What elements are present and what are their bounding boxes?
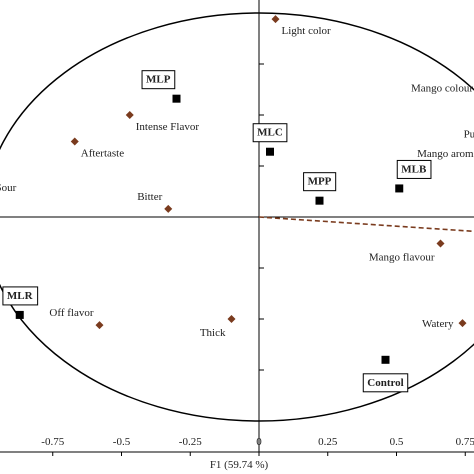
sample-label-mlp: MLP <box>146 74 171 86</box>
x-tick-label: -0.75 <box>41 436 64 448</box>
sample-point-mlr <box>15 310 24 319</box>
sample-point-mlp <box>172 94 181 103</box>
x-tick-label: 0 <box>256 436 262 448</box>
plot-marks: Light color Intense Flavor Aftertaste Sour B… <box>0 15 474 393</box>
sample-label-box-mlp <box>141 70 176 90</box>
x-tick-label: 0.25 <box>318 436 338 448</box>
attribute-label-aftertaste: Aftertaste <box>81 148 124 160</box>
sample-label-control: Control <box>367 377 403 389</box>
sample-point-mpp <box>315 196 324 205</box>
attribute-label-pulp: Pulp <box>464 128 474 140</box>
supplementary-vector: Ove <box>258 216 474 233</box>
plot-frame <box>0 0 474 453</box>
sample-label-box-mlr <box>2 286 39 306</box>
x-tick-label: -0.25 <box>179 436 202 448</box>
attribute-point-light-color <box>271 15 280 24</box>
attribute-label-mango-aroma: Mango aroma <box>417 148 474 160</box>
attribute-point-off-flavor <box>95 321 104 330</box>
attribute-label-sour: Sour <box>0 182 17 194</box>
attribute-point-bitter <box>164 204 173 213</box>
sample-label-mpp: MPP <box>308 176 332 188</box>
attribute-point-watery <box>458 319 467 328</box>
attribute-label-light-color: Light color <box>282 25 332 37</box>
sample-label-box-mlc <box>252 123 288 143</box>
attribute-label-bitter: Bitter <box>137 191 162 203</box>
attribute-point-mango-flavour <box>436 239 445 248</box>
x-axis-ticks: -0.75 -0.5 -0.25 0 0.25 0.5 0.75 <box>41 436 474 456</box>
sample-point-control <box>381 355 390 364</box>
sample-label-mlb: MLB <box>401 163 427 175</box>
attribute-point-thick <box>227 315 236 323</box>
attribute-label-mango-colour: Mango colour <box>411 83 473 95</box>
x-axis-title: F1 (59.74 %) <box>210 459 269 471</box>
attribute-label-watery: Watery <box>422 318 454 330</box>
sample-label-mlr: MLR <box>7 290 34 302</box>
x-tick-label: 0.75 <box>456 436 474 448</box>
attribute-label-mango-flavour: Mango flavour <box>369 252 435 264</box>
x-tick-label: 0.5 <box>390 436 404 448</box>
attribute-label-intense-flavor: Intense Flavor <box>136 121 200 133</box>
sample-label-box-mpp <box>303 172 337 192</box>
attribute-label-thick: Thick <box>200 327 226 339</box>
x-tick-label: -0.5 <box>113 436 131 448</box>
supplementary-vector-line <box>258 216 474 233</box>
attribute-point-intense-flavor <box>125 111 134 119</box>
attribute-point-aftertaste <box>70 137 79 146</box>
sample-label-box-mlb <box>396 159 432 179</box>
sample-label-box-control <box>362 373 409 393</box>
sample-label-mlc: MLC <box>257 127 283 139</box>
sample-point-mlc <box>266 147 274 156</box>
attribute-label-off-flavor: Off flavor <box>49 307 93 319</box>
sample-point-mlb <box>395 184 404 193</box>
